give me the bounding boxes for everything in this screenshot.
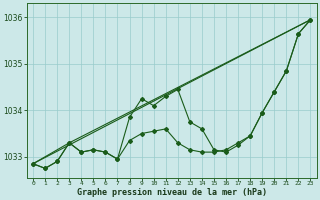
- X-axis label: Graphe pression niveau de la mer (hPa): Graphe pression niveau de la mer (hPa): [77, 188, 267, 197]
